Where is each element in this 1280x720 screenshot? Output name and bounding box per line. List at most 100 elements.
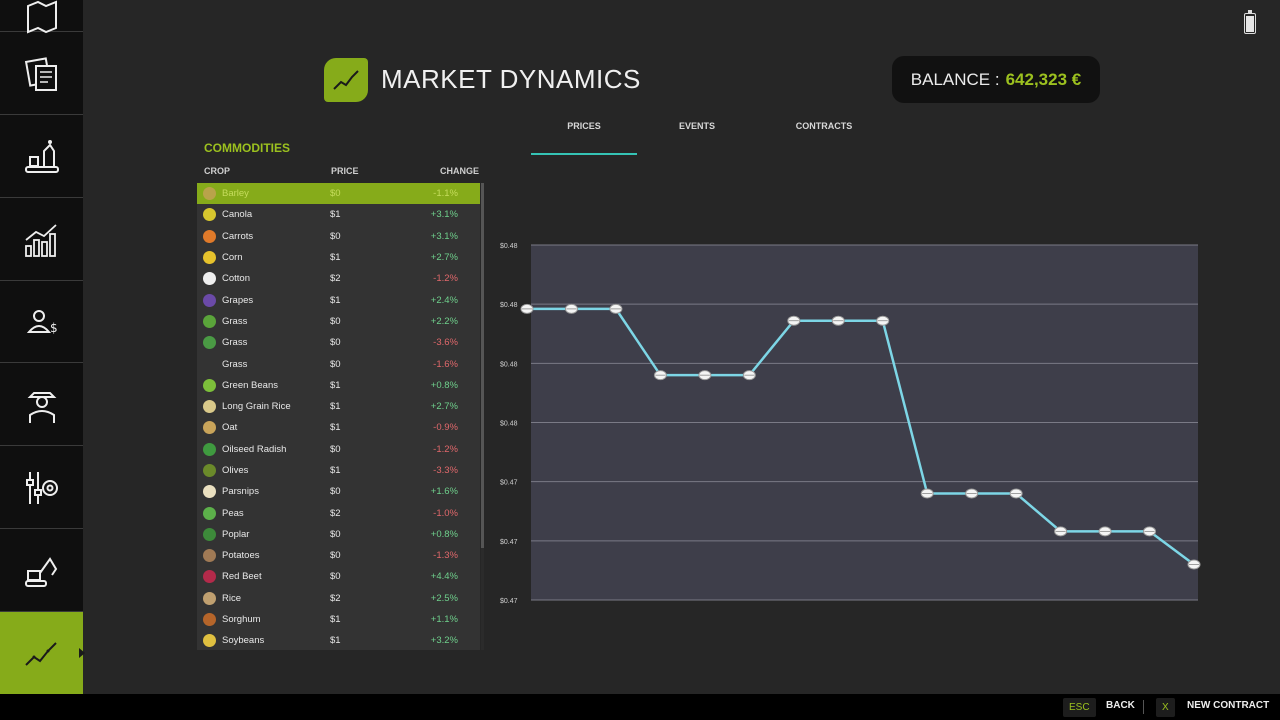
crop-name: Green Beans <box>222 379 278 391</box>
crop-price: $0 <box>330 337 341 349</box>
crop-price: $0 <box>330 315 341 327</box>
statistics-icon <box>24 223 57 257</box>
back-button[interactable]: BACK <box>1106 700 1135 711</box>
commodity-row[interactable]: Grass $0 -3.6% <box>197 332 480 353</box>
commodity-row[interactable]: Sorghum $1 +1.1% <box>197 609 480 630</box>
sidebar-item-statistics[interactable] <box>0 199 83 281</box>
column-header-price: PRICE <box>331 166 359 176</box>
commodity-row[interactable]: Peas $2 -1.0% <box>197 502 480 523</box>
crop-change: +1.1% <box>430 614 458 626</box>
new-contract-button[interactable]: NEW CONTRACT <box>1187 700 1270 711</box>
sidebar-item-vehicles[interactable] <box>0 530 83 612</box>
sidebar-item-production[interactable] <box>0 116 83 198</box>
crop-price: $0 <box>330 188 341 200</box>
sidebar-item-market[interactable] <box>0 612 85 694</box>
crop-name: Rice <box>222 592 242 604</box>
crop-icon <box>203 485 216 499</box>
crop-name: Potatoes <box>222 550 260 562</box>
commodity-row[interactable]: Long Grain Rice $1 +2.7% <box>197 396 480 417</box>
workers-icon <box>27 391 56 423</box>
crop-name: Grass <box>222 315 248 327</box>
crop-name: Oilseed Radish <box>222 443 287 455</box>
crop-icon <box>203 400 216 414</box>
commodity-row[interactable]: Grapes $1 +2.4% <box>197 289 480 310</box>
balance-display: BALANCE : 642,323 € <box>892 56 1100 103</box>
y-tick-label: $0.48 <box>500 361 518 368</box>
crop-change: -3.6% <box>433 337 458 349</box>
crop-change: +0.8% <box>430 528 458 540</box>
crop-icon <box>203 421 216 435</box>
crop-price: $2 <box>330 592 341 604</box>
crop-price: $1 <box>330 294 341 306</box>
commodity-row[interactable]: Soybeans $1 +3.2% <box>197 630 480 650</box>
crop-icon <box>203 229 216 243</box>
list-scrollbar[interactable] <box>481 183 484 650</box>
x-key-hint: X <box>1156 698 1175 717</box>
crop-name: Sorghum <box>222 614 261 626</box>
esc-key-hint: ESC <box>1063 698 1096 717</box>
commodity-row[interactable]: Poplar $0 +0.8% <box>197 524 480 545</box>
commodity-row[interactable]: Corn $1 +2.7% <box>197 247 480 268</box>
sidebar-item-map[interactable] <box>0 0 83 34</box>
column-header-crop: CROP <box>204 166 231 176</box>
crop-change: -0.9% <box>433 422 458 434</box>
sidebar-item-contracts[interactable] <box>0 33 83 115</box>
crop-name: Carrots <box>222 230 254 242</box>
market-dynamics-icon <box>324 58 368 102</box>
sidebar-item-workers[interactable] <box>0 364 83 446</box>
commodity-row[interactable]: Rice $2 +2.5% <box>197 588 480 609</box>
crop-icon <box>203 570 216 584</box>
crop-name: Corn <box>222 252 243 264</box>
commodities-list[interactable]: Barley $0 -1.1% Canola $1 +3.1% Carrots $0 +3.1%… <box>197 183 480 650</box>
crop-name: Grapes <box>222 294 254 306</box>
sidebar-item-settings[interactable] <box>0 447 83 529</box>
commodity-row[interactable]: Green Beans $1 +0.8% <box>197 375 480 396</box>
crop-price: $2 <box>330 273 341 285</box>
crop-price: $1 <box>330 635 341 647</box>
crop-price: $1 <box>330 614 341 626</box>
crop-icon <box>203 272 216 286</box>
crop-change: -1.1% <box>433 188 458 200</box>
commodity-row[interactable]: Red Beet $0 +4.4% <box>197 566 480 587</box>
commodity-row[interactable]: Grass $0 +2.2% <box>197 311 480 332</box>
tab-events[interactable]: EVENTS <box>678 121 715 131</box>
crop-icon <box>203 464 216 477</box>
commodity-row[interactable]: Carrots $0 +3.1% <box>197 226 480 247</box>
page-title: MARKET DYNAMICS <box>381 64 641 94</box>
y-tick-label: $0.47 <box>500 539 518 546</box>
crop-name: Cotton <box>222 273 250 285</box>
crop-icon <box>203 442 216 456</box>
crop-change: +3.1% <box>430 209 458 221</box>
crop-change: -1.2% <box>433 443 458 455</box>
commodity-row[interactable]: Canola $1 +3.1% <box>197 204 480 225</box>
crop-name: Poplar <box>222 528 250 540</box>
crop-price: $0 <box>330 443 341 455</box>
commodity-row[interactable]: Potatoes $0 -1.3% <box>197 545 480 566</box>
crop-name: Parsnips <box>222 486 259 498</box>
y-tick-label: $0.47 <box>500 480 518 487</box>
crop-change: -3.3% <box>433 465 458 476</box>
svg-text:$: $ <box>50 321 58 335</box>
crop-change: +4.4% <box>430 571 458 583</box>
crop-price: $0 <box>330 486 341 498</box>
sidebar-item-finances[interactable]: $ <box>0 281 83 363</box>
tab-contracts[interactable]: CONTRACTS <box>795 121 853 131</box>
commodity-row[interactable]: Olives $1 -3.3% <box>197 460 480 481</box>
crop-change: -1.3% <box>433 550 458 562</box>
map-icon <box>26 0 57 34</box>
crop-change: -1.2% <box>433 273 458 285</box>
commodity-row[interactable]: Cotton $2 -1.2% <box>197 268 480 289</box>
commodity-row[interactable]: Grass $0 -1.6% <box>197 353 480 374</box>
commodity-row[interactable]: Oilseed Radish $0 -1.2% <box>197 439 480 460</box>
crop-change: +2.7% <box>430 401 458 413</box>
commodity-row[interactable]: Oat $1 -0.9% <box>197 417 480 438</box>
commodity-row[interactable]: Barley $0 -1.1% <box>197 183 480 205</box>
vehicles-icon <box>24 556 57 587</box>
crop-icon <box>203 314 216 328</box>
y-tick-label: $0.48 <box>500 302 518 309</box>
sidebar: $ <box>0 0 85 694</box>
commodity-row[interactable]: Parsnips $0 +1.6% <box>197 481 480 502</box>
tab-prices[interactable]: PRICES <box>531 118 637 155</box>
active-indicator <box>79 648 85 658</box>
scrollbar-thumb[interactable] <box>481 183 484 548</box>
